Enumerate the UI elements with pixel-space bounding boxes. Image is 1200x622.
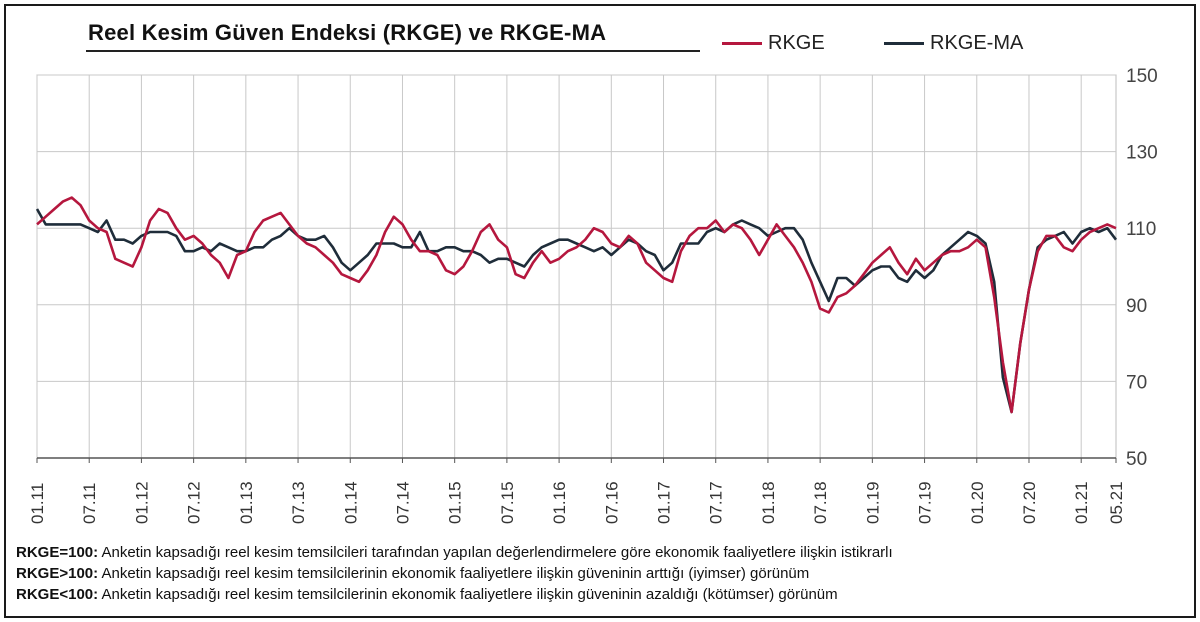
- note-label: RKGE>100:: [16, 565, 99, 582]
- x-tick-label: 01.11: [28, 483, 47, 524]
- x-tick-label: 07.16: [602, 481, 621, 524]
- x-tick-label: 07.13: [289, 481, 308, 524]
- note-text: Anketin kapsadığı reel kesim temsilciler…: [101, 544, 893, 561]
- x-tick-label: 07.17: [707, 481, 726, 524]
- note-line: RKGE<100: Anketin kapsadığı reel kesim t…: [16, 584, 893, 605]
- x-tick-label: 01.13: [237, 481, 256, 524]
- x-tick-label: 01.12: [132, 481, 151, 524]
- plot-area: [36, 74, 1117, 459]
- x-tick-label: 01.16: [550, 481, 569, 524]
- x-tick-label: 01.18: [759, 481, 778, 524]
- series-line-rkge-ma: [35, 208, 1118, 414]
- legend-item-rkge-ma: RKGE-MA: [884, 32, 1023, 55]
- x-tick-label: 07.15: [498, 481, 517, 524]
- note-label: RKGE<100:: [16, 586, 99, 603]
- x-tick-label: 01.21: [1072, 481, 1091, 524]
- x-tick-label: 07.19: [916, 481, 935, 524]
- x-tick-label: 07.11: [80, 483, 99, 524]
- legend-item-rkge: RKGE: [722, 32, 825, 55]
- x-tick-label: 01.17: [655, 481, 674, 524]
- series-line-rkge: [36, 196, 1117, 414]
- note-label: RKGE=100:: [16, 544, 99, 561]
- y-tick-label: 110: [1126, 219, 1156, 240]
- y-tick-label: 70: [1126, 372, 1147, 393]
- note-line: RKGE=100: Anketin kapsadığı reel kesim t…: [16, 542, 893, 563]
- x-tick-label: 05.21: [1107, 481, 1126, 524]
- note-text: Anketin kapsadığı reel kesim temsilciler…: [101, 565, 810, 582]
- x-tick-label: 07.20: [1020, 481, 1039, 524]
- y-tick-label: 150: [1126, 66, 1158, 87]
- legend-swatch-rkge-ma: [884, 42, 924, 45]
- x-tick-label: 01.20: [968, 481, 987, 524]
- y-tick-label: 90: [1126, 296, 1147, 317]
- x-tick-label: 07.12: [185, 481, 204, 524]
- chart-title: Reel Kesim Güven Endeksi (RKGE) ve RKGE-…: [88, 20, 607, 45]
- note-text: Anketin kapsadığı reel kesim temsilciler…: [101, 586, 838, 603]
- x-tick-label: 07.14: [393, 481, 412, 524]
- x-tick-label: 01.15: [446, 481, 465, 524]
- note-line: RKGE>100: Anketin kapsadığı reel kesim t…: [16, 563, 893, 584]
- y-tick-label: 130: [1126, 143, 1158, 164]
- notes-block: RKGE=100: Anketin kapsadığı reel kesim t…: [16, 542, 893, 605]
- title-underline: [86, 50, 700, 52]
- legend-label-rkge-ma: RKGE-MA: [930, 32, 1024, 54]
- x-tick-label: 01.19: [863, 481, 882, 524]
- x-tick-label: 07.18: [811, 481, 830, 524]
- y-tick-label: 50: [1126, 449, 1147, 470]
- line-chart: 50 70 90 110 130 150 01.11 07.11 01.12 07.12 01.13…: [28, 66, 1158, 524]
- legend-label-rkge: RKGE: [768, 32, 825, 54]
- x-tick-label: 01.14: [341, 481, 360, 524]
- legend-swatch-rkge: [722, 42, 762, 45]
